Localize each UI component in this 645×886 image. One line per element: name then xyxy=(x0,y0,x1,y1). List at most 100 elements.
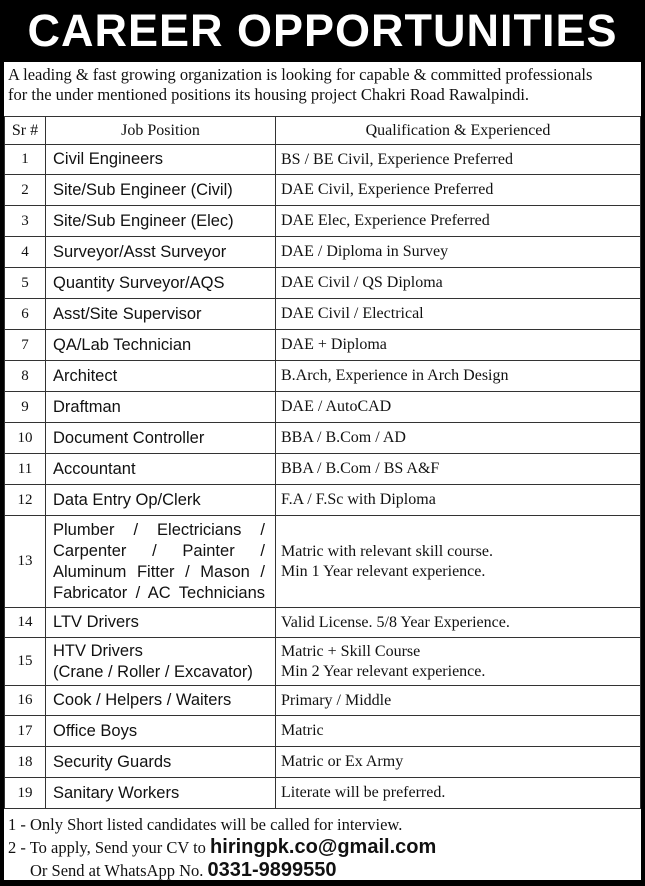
qualification-cell-line: Literate will be preferred. xyxy=(281,784,446,801)
qualification-cell: DAE Elec, Experience Preferred xyxy=(275,205,641,237)
table-header-row: Sr # Job Position Qualification & Experi… xyxy=(4,116,641,145)
qualification-cell: DAE Civil / Electrical xyxy=(275,298,641,330)
job-position-cell-line: LTV Drivers xyxy=(53,613,139,631)
intro-line: for the under mentioned positions its ho… xyxy=(8,85,530,104)
qualification-cell: Valid License. 5/8 Year Experience. xyxy=(275,607,641,638)
job-position-cell: LTV Drivers xyxy=(45,607,276,638)
qualification-cell: BBA / B.Com / AD xyxy=(275,422,641,454)
qualification-cell-line: B.Arch, Experience in Arch Design xyxy=(281,367,509,384)
qualification-cell: Matric + Skill Course Min 2 Year relevant… xyxy=(275,637,641,686)
qualification-cell: DAE / Diploma in Survey xyxy=(275,236,641,268)
whatsapp-number: 0331-9899550 xyxy=(207,859,337,881)
job-position-cell-line: Architect xyxy=(53,366,118,385)
job-position-cell-line: (Crane / Roller / Excavator) xyxy=(53,662,253,681)
sr-cell: 18 xyxy=(4,746,46,778)
job-position-cell-line: Draftman xyxy=(53,397,121,416)
job-position-cell: Plumber / Electricians / Carpenter / Pain… xyxy=(45,515,276,608)
table-row: 14 LTV Drivers Valid License. 5/8 Year Exp… xyxy=(4,607,641,638)
sr-cell: 11 xyxy=(4,453,46,485)
job-position-cell-line: Office Boys xyxy=(53,721,138,740)
sr-cell: 10 xyxy=(4,422,46,454)
note-whatsapp-text: Or Send at WhatsApp No. xyxy=(30,861,208,880)
qualification-cell: Primary / Middle xyxy=(275,685,641,716)
qualification-cell: DAE Civil / QS Diploma xyxy=(275,267,641,299)
job-position-cell-line: Plumber / Electricians / xyxy=(53,520,265,539)
qualification-cell-line: Min 1 Year relevant experience. xyxy=(281,562,486,580)
job-position-cell-line: Site/Sub Engineer (Elec) xyxy=(53,211,234,230)
qualification-cell-line: DAE + Diploma xyxy=(281,336,387,353)
sr-cell: 4 xyxy=(4,236,46,268)
job-position-cell: Cook / Helpers / Waiters xyxy=(45,685,276,716)
positions-table: Sr # Job Position Qualification & Experi… xyxy=(4,116,641,809)
header-qual: Qualification & Experienced xyxy=(275,116,641,145)
job-position-cell: Security Guards xyxy=(45,746,276,778)
qualification-cell: Literate will be preferred. xyxy=(275,777,641,809)
job-position-cell: Document Controller xyxy=(45,422,276,454)
sr-cell: 9 xyxy=(4,391,46,423)
sr-cell: 12 xyxy=(4,484,46,516)
sr-cell: 2 xyxy=(4,174,46,206)
table-row: 16 Cook / Helpers / Waiters Primary / Midd… xyxy=(4,685,641,716)
sr-cell: 5 xyxy=(4,267,46,299)
qualification-cell: DAE / AutoCAD xyxy=(275,391,641,423)
table-row: 8 Architect B.Arch, Experience in Arch Des… xyxy=(4,360,641,392)
sr-cell: 16 xyxy=(4,685,46,716)
job-position-cell-line: Document Controller xyxy=(53,428,205,447)
job-position-cell-line: Data Entry Op/Clerk xyxy=(53,490,201,509)
intro-text: A leading & fast growing organization is… xyxy=(8,65,640,105)
note-shortlist: 1 - Only Short listed candidates will be… xyxy=(8,815,403,834)
qualification-cell: Matric or Ex Army xyxy=(275,746,641,778)
sr-cell: 7 xyxy=(4,329,46,361)
sr-cell: 13 xyxy=(4,515,46,608)
sr-cell: 1 xyxy=(4,144,46,175)
table-row: 17 Office Boys Matric xyxy=(4,715,641,747)
job-position-cell: Draftman xyxy=(45,391,276,423)
table-row: 15 HTV Drivers (Crane / Roller / Excavator… xyxy=(4,637,641,686)
qualification-cell-line: BS / BE Civil, Experience Preferred xyxy=(281,150,513,168)
sr-cell: 3 xyxy=(4,205,46,237)
job-position-cell-line: Quantity Surveyor/AQS xyxy=(53,273,225,292)
qualification-cell-line: Min 2 Year relevant experience. xyxy=(281,662,486,680)
header-job: Job Position xyxy=(45,116,276,145)
job-position-cell: QA/Lab Technician xyxy=(45,329,276,361)
job-position-cell: Accountant xyxy=(45,453,276,485)
qualification-cell: Matric xyxy=(275,715,641,747)
sr-cell: 15 xyxy=(4,637,46,686)
job-position-cell: Office Boys xyxy=(45,715,276,747)
qualification-cell-line: DAE / AutoCAD xyxy=(281,398,392,415)
job-position-cell: Surveyor/Asst Surveyor xyxy=(45,236,276,268)
table-row: 4 Surveyor/Asst Surveyor DAE / Diploma in … xyxy=(4,236,641,268)
table-row: 10 Document Controller BBA / B.Com / AD xyxy=(4,422,641,454)
job-position-cell: Quantity Surveyor/AQS xyxy=(45,267,276,299)
sr-cell: 17 xyxy=(4,715,46,747)
job-position-cell: Architect xyxy=(45,360,276,392)
table-row: 3 Site/Sub Engineer (Elec) DAE Elec, Exper… xyxy=(4,205,641,237)
job-position-cell-line: Carpenter / Painter / xyxy=(53,541,265,560)
qualification-cell-line: BBA / B.Com / BS A&F xyxy=(281,460,440,477)
qualification-cell-line: DAE Elec, Experience Preferred xyxy=(281,212,490,229)
job-position-cell-line: Asst/Site Supervisor xyxy=(53,304,202,323)
note-apply: 2 - To apply, Send your CV to hiringpk.c… xyxy=(8,836,436,859)
table-row: 1 Civil Engineers BS / BE Civil, Experienc… xyxy=(4,144,641,175)
sr-cell: 8 xyxy=(4,360,46,392)
footer-notes: 1 - Only Short listed candidates will be… xyxy=(8,814,436,882)
qualification-cell-line: BBA / B.Com / AD xyxy=(281,429,406,446)
qualification-cell: B.Arch, Experience in Arch Design xyxy=(275,360,641,392)
qualification-cell: BS / BE Civil, Experience Preferred xyxy=(275,144,641,175)
job-position-cell: HTV Drivers (Crane / Roller / Excavator) xyxy=(45,637,276,686)
email-link[interactable]: hiringpk.co@gmail.com xyxy=(210,836,437,858)
note-apply-text: 2 - To apply, Send your CV to xyxy=(8,838,211,857)
qualification-cell-line: Matric or Ex Army xyxy=(281,753,404,770)
job-position-cell: Data Entry Op/Clerk xyxy=(45,484,276,516)
job-position-cell-line: Surveyor/Asst Surveyor xyxy=(53,242,227,261)
job-position-cell: Asst/Site Supervisor xyxy=(45,298,276,330)
job-position-cell-line: QA/Lab Technician xyxy=(53,335,192,354)
qualification-cell: Matric with relevant skill course. Min 1 … xyxy=(275,515,641,608)
job-position-cell-line: Cook / Helpers / Waiters xyxy=(53,691,232,709)
qualification-cell-line: DAE / Diploma in Survey xyxy=(281,243,449,260)
qualification-cell-line: F.A / F.Sc with Diploma xyxy=(281,491,436,508)
job-position-cell: Civil Engineers xyxy=(45,144,276,175)
table-row: 6 Asst/Site Supervisor DAE Civil / Electri… xyxy=(4,298,641,330)
page-title: CAREER OPPORTUNITIES xyxy=(27,5,618,56)
qualification-cell: DAE Civil, Experience Preferred xyxy=(275,174,641,206)
